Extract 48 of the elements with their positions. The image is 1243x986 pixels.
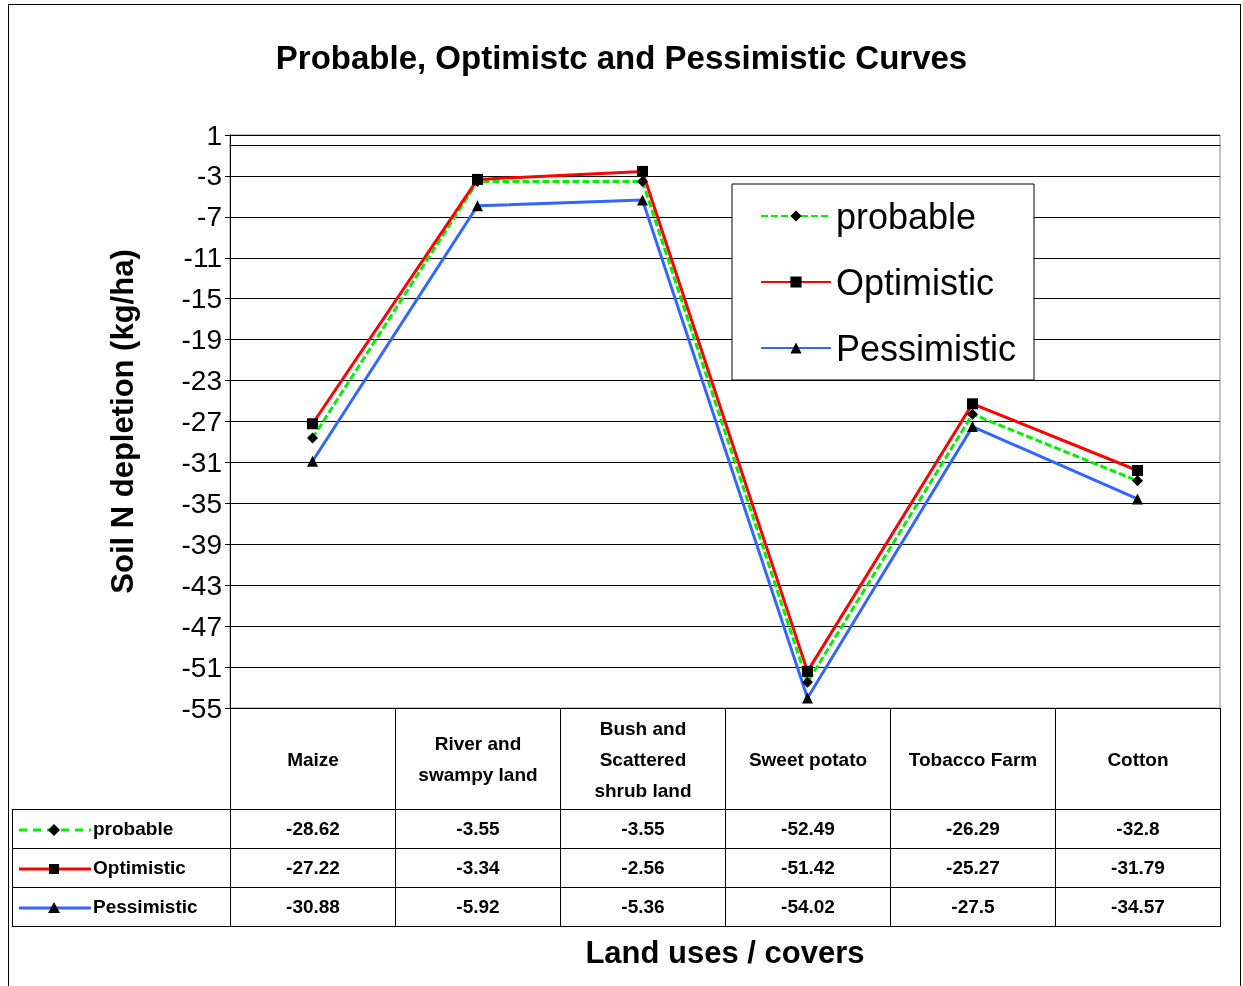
data-label: -5.36: [560, 887, 726, 927]
y-tick-label: -15: [181, 283, 222, 315]
x-tick-label: Bush and Scattered shrub land: [560, 708, 726, 810]
data-label: -30.88: [230, 887, 396, 927]
data-label: -25.27: [890, 848, 1056, 888]
text: Pessimistic: [93, 896, 198, 917]
data-label: -3.55: [395, 809, 561, 849]
data-label: -27.5: [890, 887, 1056, 927]
y-tick-label: -35: [181, 487, 222, 519]
y-tick-label: -47: [181, 610, 222, 642]
legend-label: probable: [836, 195, 977, 237]
data-label: -51.42: [725, 848, 891, 888]
x-tick-label: River and swampy land: [395, 708, 561, 810]
y-tick-label: -51: [181, 651, 222, 683]
y-tick-label: -19: [181, 324, 222, 356]
text: probable: [93, 818, 174, 839]
data-label: -5.92: [395, 887, 561, 927]
y-tick-label: -39: [181, 528, 222, 560]
data-label: -52.49: [725, 809, 891, 849]
y-tick-label: -11: [183, 242, 222, 274]
y-tick-label: -43: [181, 569, 222, 601]
y-tick-label: -31: [181, 446, 222, 478]
legend-label: Pessimistic: [836, 327, 1017, 369]
x-tick-label: Tobacco Farm: [890, 708, 1056, 810]
y-axis-title: Soil N depletion (kg/ha): [105, 249, 140, 594]
data-label: -3.34: [395, 848, 561, 888]
x-tick-label: Sweet potato: [725, 708, 891, 810]
data-label: -54.02: [725, 887, 891, 927]
x-axis-title: Land uses / covers: [584, 935, 866, 971]
data-label: -2.56: [560, 848, 726, 888]
data-label: -31.79: [1055, 848, 1221, 888]
y-tick-label: -7: [197, 201, 222, 233]
y-tick-label: -27: [181, 406, 222, 437]
data-label: -27.22: [230, 848, 396, 888]
legend-label: Optimistic: [836, 261, 995, 303]
chart-title: Probable, Optimistc and Pessimistic Curves: [275, 39, 968, 76]
data-label: -3.55: [560, 809, 726, 849]
y-tick-label: -3: [197, 160, 222, 192]
x-tick-label: Maize: [230, 708, 396, 810]
data-label: -26.29: [890, 809, 1056, 849]
x-tick-label: Cotton: [1055, 708, 1221, 810]
data-label: -32.8: [1055, 809, 1221, 849]
y-tick-label: 1: [206, 119, 222, 151]
y-tick-label: -55: [181, 692, 222, 724]
data-label: -28.62: [230, 809, 396, 849]
text: Optimistic: [93, 857, 186, 878]
data-label: -34.57: [1055, 887, 1221, 927]
y-tick-label: -23: [181, 365, 222, 397]
